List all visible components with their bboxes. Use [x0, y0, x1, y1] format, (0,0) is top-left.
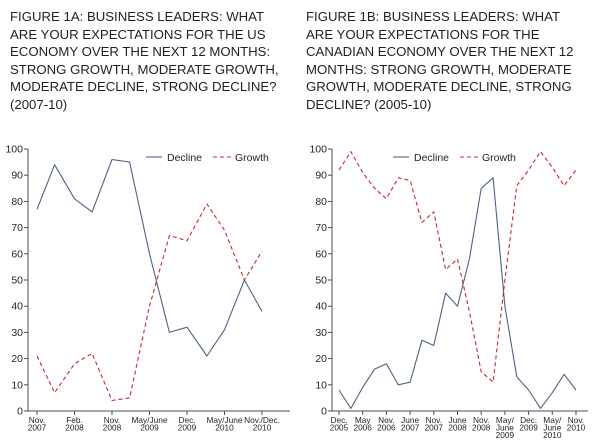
x-tick-label: Nov./Dec.	[244, 415, 280, 425]
x-tick-label: Dec.	[520, 415, 537, 425]
x-tick-label: June	[401, 415, 419, 425]
x-tick-label: Nov.	[568, 415, 584, 425]
x-tick-label: 2009	[178, 423, 197, 433]
x-tick-label: May/	[543, 415, 562, 425]
x-tick-label: 2007	[28, 423, 47, 433]
series-line-decline	[36, 158, 263, 357]
x-tick-label: Nov.	[426, 415, 442, 425]
x-tick-label: May/June	[207, 415, 243, 425]
x-tick-label: 2009	[519, 423, 538, 433]
y-tick-label: 70	[11, 222, 23, 234]
figure-1a-title: FIGURE 1A: BUSINESS LEADERS: WHAT ARE YO…	[10, 9, 279, 112]
y-tick-label: 50	[315, 275, 327, 287]
x-tick-label: 2008	[472, 423, 491, 433]
y-tick-label: 80	[315, 196, 327, 208]
x-tick-label: 2006	[353, 423, 372, 433]
x-tick-label: June	[449, 415, 467, 425]
x-tick-label: May	[355, 415, 372, 425]
x-tick-label: June	[543, 423, 561, 433]
x-tick-label: 2005	[330, 423, 349, 433]
x-tick-label: Dec.	[178, 415, 195, 425]
y-tick-label: 90	[11, 170, 23, 182]
figure-1b-title: FIGURE 1B: BUSINESS LEADERS: WHAT ARE YO…	[306, 9, 574, 112]
y-tick-label: 20	[11, 353, 23, 365]
y-tick-label: 90	[315, 170, 327, 182]
x-tick-label: 2010	[543, 430, 562, 440]
legend-label-decline: Decline	[167, 152, 202, 164]
y-tick-label: 80	[11, 196, 23, 208]
y-tick-label: 30	[11, 327, 23, 339]
x-tick-label: Dec.	[330, 415, 347, 425]
x-tick-label: Nov.	[378, 415, 394, 425]
x-tick-label: 2009	[140, 423, 159, 433]
x-tick-label: 2010	[567, 423, 586, 433]
x-tick-label: 2008	[448, 423, 467, 433]
y-tick-label: 0	[321, 406, 327, 418]
legend-label-growth: Growth	[235, 152, 269, 164]
y-tick-label: 40	[11, 301, 23, 313]
x-tick-label: May/June	[132, 415, 168, 425]
x-tick-label: 2009	[496, 430, 515, 440]
x-tick-label: June	[496, 423, 514, 433]
y-tick-label: 10	[315, 379, 327, 391]
x-tick-label: 2008	[103, 423, 122, 433]
y-tick-label: 30	[315, 327, 327, 339]
x-tick-label: 2007	[425, 423, 444, 433]
y-tick-label: 100	[5, 144, 23, 156]
x-tick-label: 2010	[215, 423, 234, 433]
x-tick-label: Feb.	[66, 415, 83, 425]
x-tick-label: 2006	[377, 423, 396, 433]
series-line-decline	[338, 177, 577, 409]
y-tick-label: 70	[315, 222, 327, 234]
x-tick-label: Nov.	[104, 415, 120, 425]
y-tick-label: 60	[315, 248, 327, 260]
y-tick-label: 20	[315, 353, 327, 365]
series-line-growth	[338, 151, 577, 383]
y-tick-label: 50	[11, 275, 23, 287]
x-tick-label: Nov.	[29, 415, 45, 425]
x-tick-label: 2008	[65, 423, 84, 433]
y-tick-label: 0	[17, 406, 23, 418]
x-tick-label: 2010	[253, 423, 272, 433]
legend-label-decline: Decline	[414, 152, 449, 164]
x-tick-label: 2007	[401, 423, 420, 433]
x-tick-label: May/	[496, 415, 515, 425]
legend-label-growth: Growth	[482, 152, 516, 164]
y-tick-label: 60	[11, 248, 23, 260]
x-tick-label: Nov.	[473, 415, 489, 425]
y-tick-label: 10	[11, 379, 23, 391]
y-tick-label: 40	[315, 301, 327, 313]
y-tick-label: 100	[309, 144, 327, 156]
